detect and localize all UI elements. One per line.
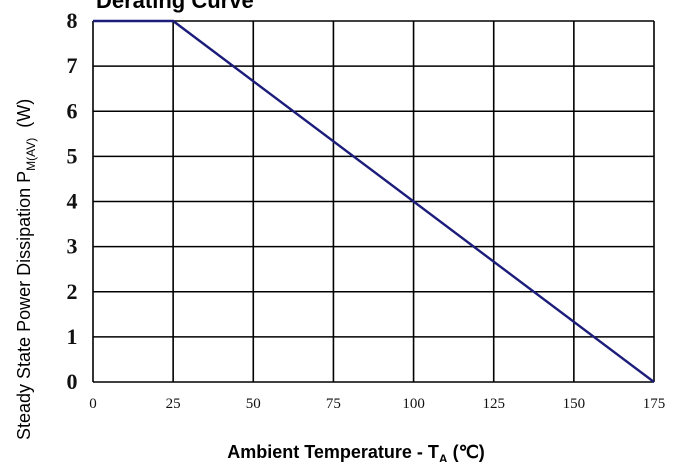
chart-title: Derating Curve bbox=[96, 0, 254, 13]
y-tick-label: 2 bbox=[67, 279, 78, 304]
x-axis-label-text: Ambient Temperature - T bbox=[227, 442, 439, 462]
x-tick-labels: 0 25 50 75 100 125 150 175 bbox=[89, 396, 665, 412]
y-tick-label: 0 bbox=[67, 369, 78, 394]
x-tick-label: 0 bbox=[89, 396, 97, 412]
y-axis-label-unit: (W) bbox=[14, 99, 34, 128]
y-tick-labels: 0 1 2 3 4 5 6 7 8 bbox=[67, 8, 78, 394]
y-tick-label: 5 bbox=[67, 143, 78, 168]
x-tick-label: 125 bbox=[482, 396, 505, 412]
y-axis-label: Steady State Power Dissipation PM(AV) (W) bbox=[14, 99, 38, 440]
x-tick-label: 100 bbox=[402, 396, 425, 412]
y-axis-label-subscript: M(AV) bbox=[24, 138, 38, 171]
y-tick-label: 7 bbox=[67, 53, 78, 78]
y-tick-label: 4 bbox=[67, 189, 78, 214]
grid bbox=[92, 20, 655, 383]
y-tick-label: 6 bbox=[67, 98, 78, 123]
y-tick-label: 8 bbox=[67, 8, 78, 33]
x-axis-label-subscript: A bbox=[439, 452, 448, 462]
x-axis-label: Ambient Temperature - TA (℃) bbox=[227, 442, 485, 462]
y-axis-label-text: Steady State Power Dissipation P bbox=[14, 171, 34, 440]
x-axis-label-unit: (℃) bbox=[453, 442, 485, 462]
series-layer bbox=[92, 19, 655, 383]
x-tick-label: 50 bbox=[246, 396, 261, 412]
x-tick-label: 25 bbox=[166, 396, 181, 412]
x-tick-label: 75 bbox=[326, 396, 341, 412]
y-tick-label: 1 bbox=[67, 324, 78, 349]
x-tick-label: 175 bbox=[643, 396, 666, 412]
y-tick-label: 3 bbox=[67, 234, 78, 259]
x-tick-label: 150 bbox=[563, 396, 586, 412]
